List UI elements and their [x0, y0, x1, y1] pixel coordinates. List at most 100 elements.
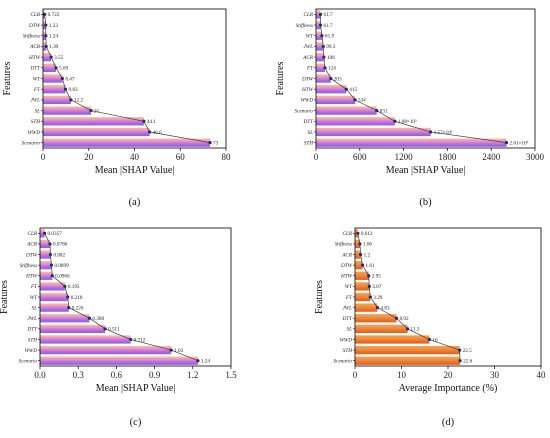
data-label: 0.0899 [54, 263, 69, 269]
data-label: 1.06 [363, 242, 372, 248]
x-tick-label: 0 [41, 152, 46, 162]
y-axis-title: Features [0, 280, 10, 314]
data-label: 44.1 [147, 119, 156, 125]
category-label: WWD [28, 130, 41, 136]
panel-caption: (c) [130, 417, 142, 428]
data-point [54, 66, 58, 70]
bar [40, 271, 53, 280]
data-point [44, 44, 48, 49]
bar [355, 345, 460, 355]
x-tick-label: 0.6 [111, 370, 123, 380]
y-axis-title: Features [314, 280, 325, 314]
bar [40, 356, 198, 365]
category-label: DTT [341, 316, 353, 322]
category-label: CLR [303, 12, 313, 18]
category-label: Scenario [295, 108, 314, 114]
data-point [353, 98, 357, 102]
bar [43, 63, 57, 72]
category-label: Scenario [19, 358, 38, 364]
category-label: WT [33, 76, 41, 82]
bar [40, 261, 52, 270]
data-label: 1.57×10³ [434, 130, 453, 136]
data-point [458, 348, 462, 352]
data-point [66, 295, 70, 299]
category-label: CLR [30, 12, 40, 18]
bar [43, 106, 92, 115]
data-point [196, 359, 200, 363]
bar [43, 117, 144, 126]
data-label: 22.6 [463, 358, 472, 364]
category-label: DTT [29, 66, 41, 72]
plot-frame [39, 227, 232, 367]
x-tick-label: 10 [397, 370, 407, 380]
data-point [49, 55, 53, 59]
bar [40, 250, 51, 259]
data-label: 2.61×10³ [510, 140, 529, 146]
data-point [147, 130, 152, 134]
data-label: 203 [334, 76, 342, 82]
category-label: FT [30, 284, 38, 290]
x-tick-label: 3000 [526, 152, 545, 162]
data-label: 1.24 [201, 358, 210, 364]
category-label: WT [30, 295, 38, 301]
bar [316, 127, 431, 137]
data-point [103, 327, 107, 331]
data-label: 61.7 [324, 23, 333, 29]
category-label: Stiffness [20, 262, 37, 269]
bar [316, 85, 347, 94]
x-axis-title: Mean |SHAP Value| [95, 165, 175, 176]
category-label: WWD [25, 348, 38, 354]
data-point [42, 231, 47, 235]
category-label: ACR [341, 252, 353, 258]
bar [40, 303, 69, 312]
category-label: STH [31, 119, 40, 125]
x-tick-label: 0.9 [149, 370, 161, 380]
category-label: STH [28, 337, 37, 343]
category-label: ACR [29, 44, 41, 50]
bar [40, 345, 172, 355]
y-axis-title: Features [2, 61, 13, 95]
data-label: 0.0966 [55, 274, 70, 280]
plot-frame [315, 8, 536, 149]
bar [40, 324, 106, 333]
bar [355, 356, 461, 365]
data-point [67, 306, 71, 310]
data-point [504, 141, 509, 145]
category-label: FT [33, 87, 41, 93]
data-label: 22.5 [463, 348, 472, 354]
bar [43, 138, 210, 147]
category-label: HTW [25, 274, 38, 280]
category-label: WT [345, 284, 353, 290]
data-point [367, 284, 371, 288]
data-label: 0.712 [134, 337, 146, 343]
category-label: CLR [342, 231, 352, 237]
data-label: 1.2 [364, 252, 371, 258]
panel-2: 0.0357 0.0786 0.082 0.0899 0.0966 0.195 0.218 0… [0, 227, 237, 428]
x-tick-label: 20 [84, 152, 94, 162]
x-tick-label: 80 [222, 152, 232, 162]
data-point [318, 12, 323, 16]
data-point [63, 284, 67, 288]
data-point [358, 252, 363, 257]
category-label: DTW [340, 263, 353, 269]
data-point [320, 34, 324, 38]
data-point [322, 55, 326, 59]
data-point [49, 263, 54, 267]
data-label: 3.29 [373, 295, 382, 301]
panel-caption: (d) [442, 417, 455, 428]
data-label: 1.61 [365, 263, 374, 269]
bar [316, 20, 321, 30]
data-label: 1.03 [174, 348, 183, 354]
data-label: 16 [432, 337, 438, 343]
category-label: Stiffness [335, 241, 352, 248]
x-tick-label: 0 [314, 152, 319, 162]
x-tick-label: 2400 [482, 152, 501, 162]
bar [355, 271, 369, 280]
bar [40, 335, 131, 344]
data-label: 0.612 [361, 231, 373, 237]
data-label: 1.23 [49, 23, 58, 29]
bar [40, 282, 65, 291]
category-label: FT [345, 295, 353, 301]
data-label: 534 [358, 98, 366, 104]
